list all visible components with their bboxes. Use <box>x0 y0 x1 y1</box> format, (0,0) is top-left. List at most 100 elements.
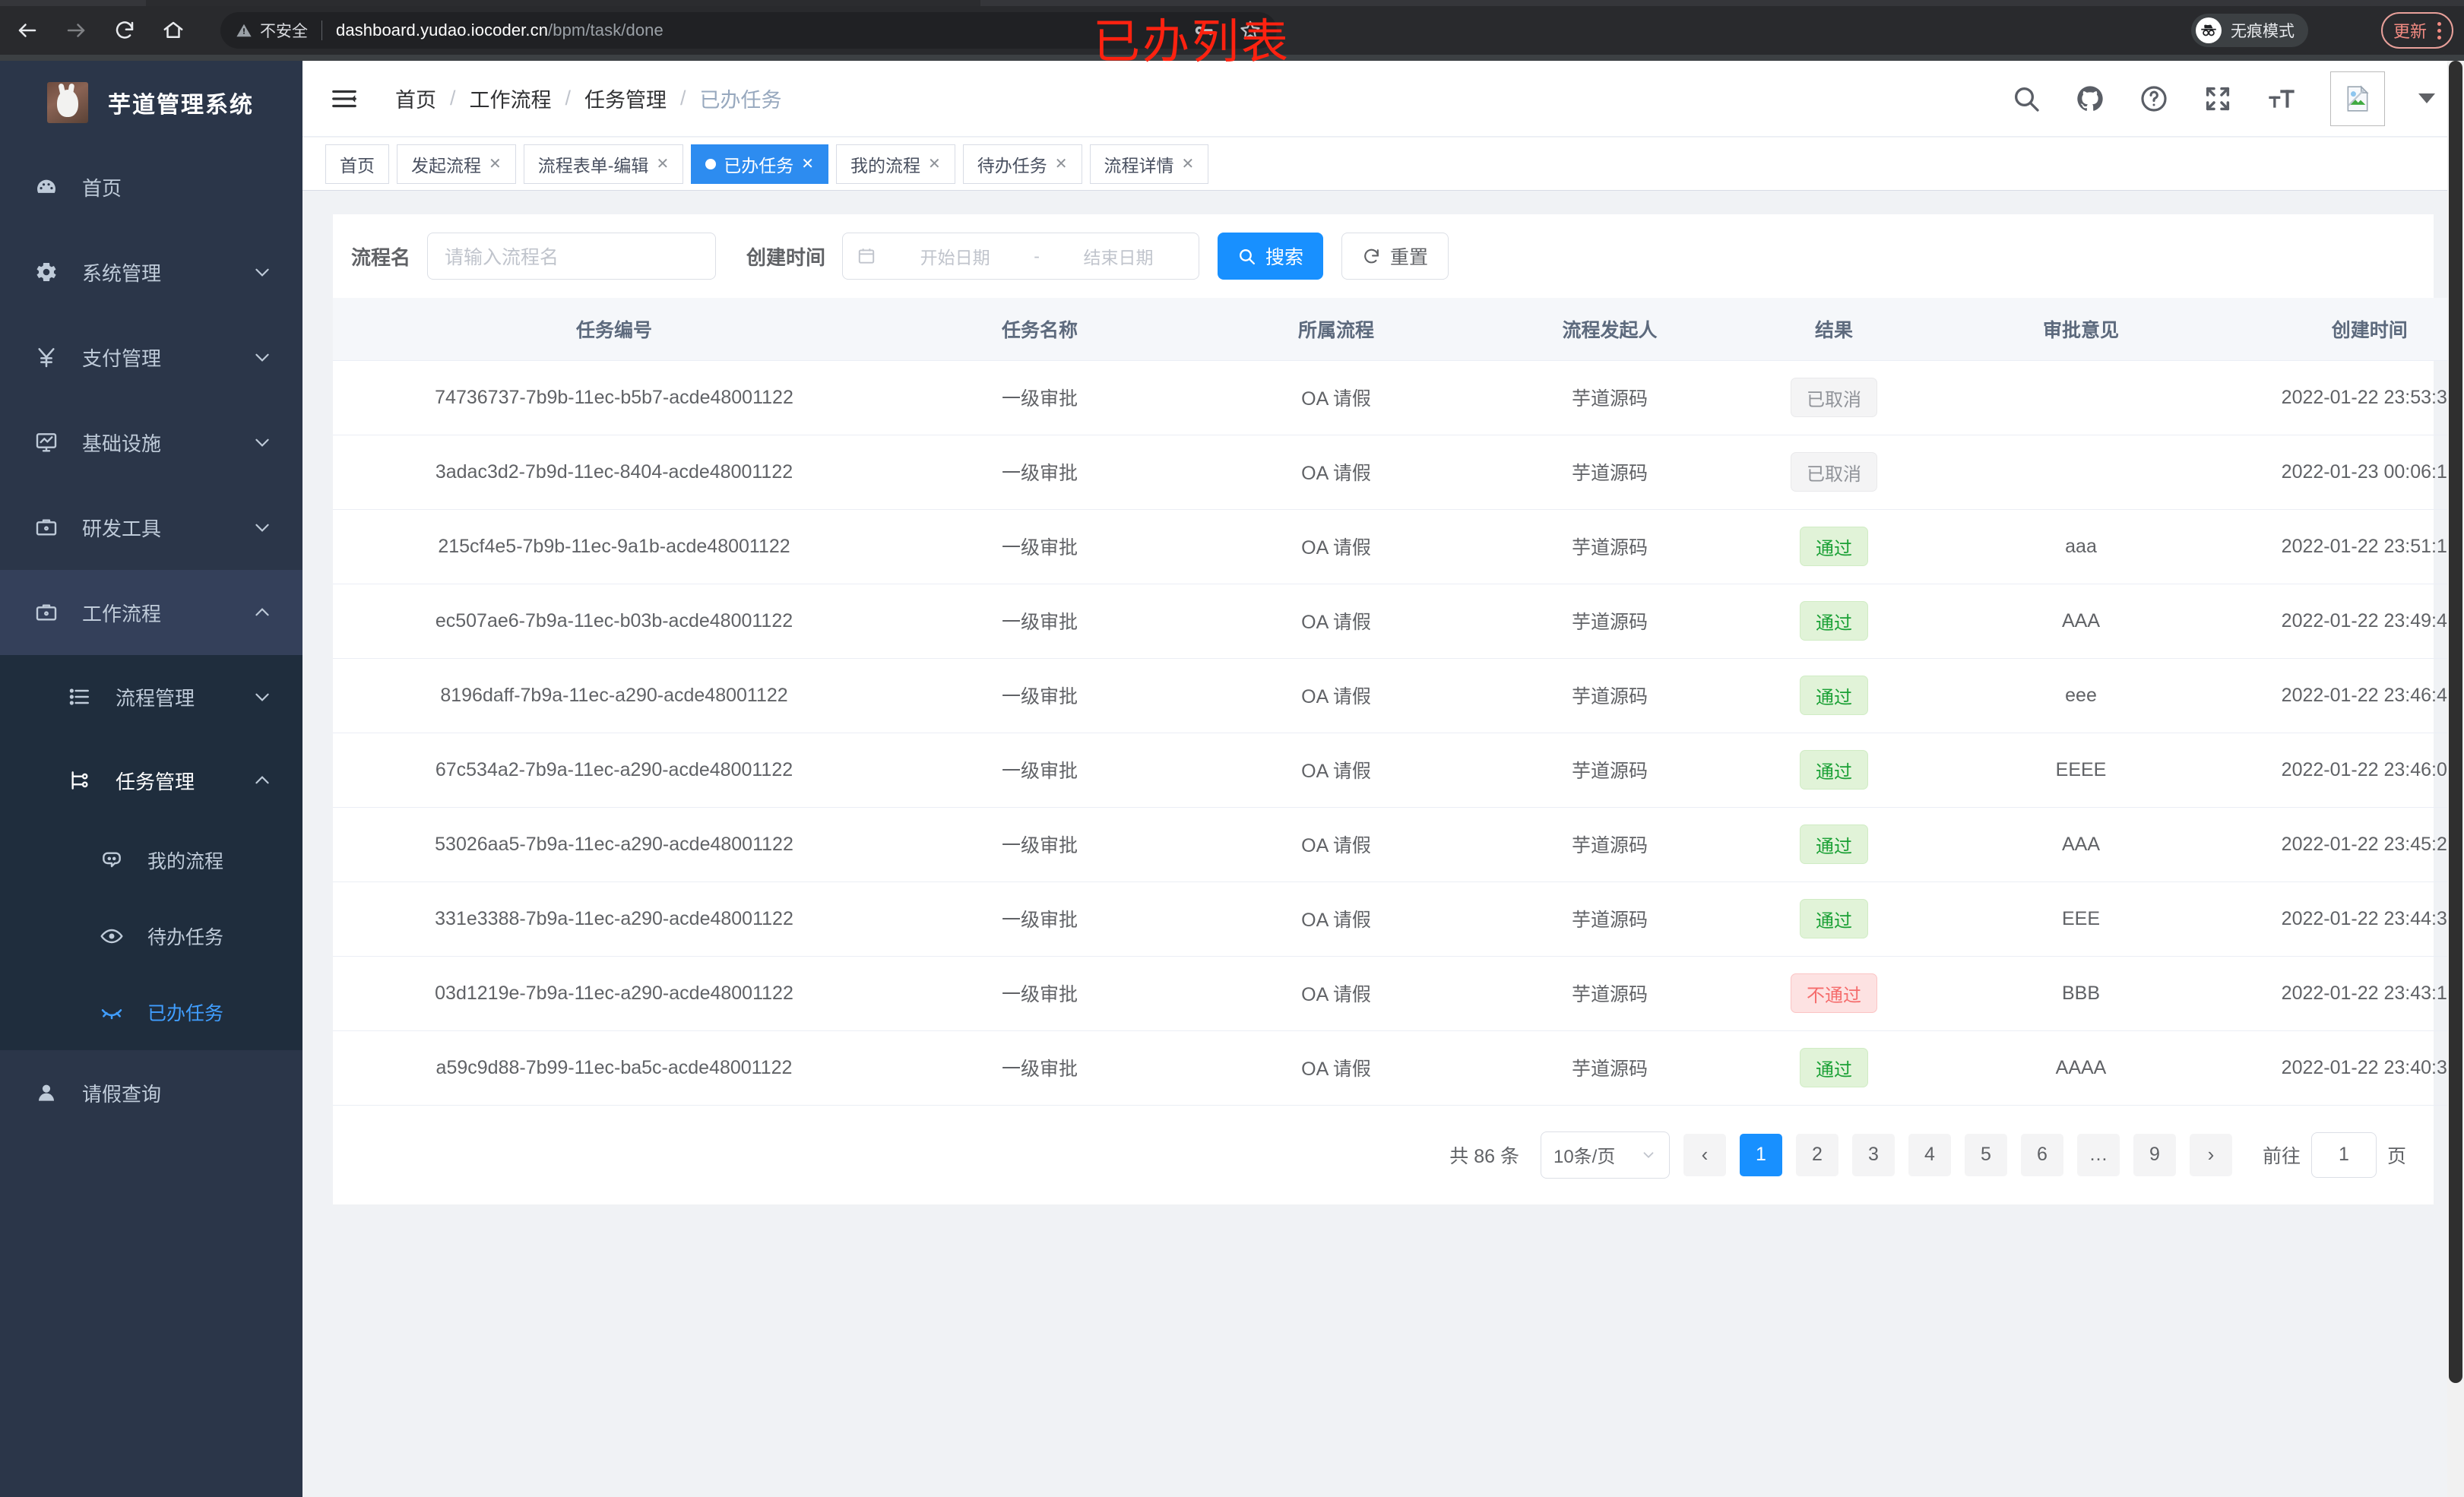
cell-starter: 芋道源码 <box>1488 509 1731 584</box>
reload-button[interactable] <box>103 9 146 52</box>
forward-button[interactable] <box>55 9 97 52</box>
chrome-menu-icon[interactable] <box>2437 21 2441 40</box>
cell-process: OA 请假 <box>1184 807 1488 882</box>
page-button-4[interactable]: 4 <box>1908 1133 1951 1176</box>
bookmark-star-icon[interactable] <box>1239 19 1262 42</box>
sidebar-item-todo-task[interactable]: 待办任务 <box>0 898 302 974</box>
pagination: 共 86 条 10条/页 ‹ 1 2 3 4 5 6 … 9 › <box>333 1106 2434 1204</box>
sidebar-item-process-manage[interactable]: 流程管理 <box>0 655 302 739</box>
page-button-1[interactable]: 1 <box>1739 1133 1782 1176</box>
page-scrollbar[interactable] <box>2447 61 2464 1497</box>
page-ellipsis[interactable]: … <box>2076 1133 2120 1176</box>
address-bar[interactable]: 不安全 dashboard.yudao.iocoder.cn/bpm/task/… <box>220 12 1277 49</box>
sidebar-item-done-task[interactable]: 已办任务 <box>0 974 302 1050</box>
page-size-value: 10条/页 <box>1553 1147 1616 1167</box>
cell-result: 不通过 <box>1731 956 1937 1031</box>
page-button-9[interactable]: 9 <box>2133 1133 2176 1176</box>
status-badge: 通过 <box>1800 899 1868 938</box>
github-icon[interactable] <box>2075 84 2105 114</box>
font-size-icon[interactable] <box>2266 84 2297 114</box>
chevron-down-icon[interactable] <box>2418 93 2435 103</box>
page-button-6[interactable]: 6 <box>2020 1133 2063 1176</box>
page-size-select[interactable]: 10条/页 <box>1540 1131 1670 1179</box>
tab-done-task[interactable]: 已办任务 ✕ <box>691 144 828 184</box>
hamburger-icon[interactable] <box>330 84 359 113</box>
help-icon[interactable] <box>2139 84 2169 114</box>
cell-task-id: 3adac3d2-7b9d-11ec-8404-acde48001122 <box>333 435 895 510</box>
search-button[interactable]: 搜索 <box>1218 233 1324 280</box>
tab-process-form-edit[interactable]: 流程表单-编辑 ✕ <box>523 144 684 184</box>
sidebar-item-task-manage[interactable]: 任务管理 <box>0 739 302 822</box>
reset-button[interactable]: 重置 <box>1341 233 1449 280</box>
key-icon[interactable] <box>1192 19 1215 42</box>
close-icon[interactable]: ✕ <box>656 156 670 172</box>
sidebar-item-infrastructure[interactable]: 基础设施 <box>0 400 302 485</box>
briefcase-icon <box>27 600 65 625</box>
page-button-2[interactable]: 2 <box>1795 1133 1838 1176</box>
tasks-table: 任务编号 任务名称 所属流程 流程发起人 结果 审批意见 创建时间 操作 747… <box>333 298 2464 1106</box>
cell-result: 通过 <box>1731 1030 1937 1106</box>
sidebar-item-devtools[interactable]: 研发工具 <box>0 485 302 570</box>
cell-task-id: 67c534a2-7b9a-11ec-a290-acde48001122 <box>333 733 895 808</box>
home-button[interactable] <box>152 9 195 52</box>
incognito-chip[interactable]: 无痕模式 <box>2191 14 2308 47</box>
tab-start-process[interactable]: 发起流程 ✕ <box>397 144 516 184</box>
breadcrumb-separator: / <box>450 87 456 109</box>
close-icon[interactable]: ✕ <box>927 156 941 172</box>
column-header-result: 结果 <box>1731 298 1937 361</box>
sidebar-item-my-process[interactable]: 我的流程 <box>0 822 302 898</box>
security-indicator[interactable]: 不安全 <box>236 19 308 42</box>
sidebar-item-workflow[interactable]: 工作流程 <box>0 570 302 655</box>
cell-comment: AAA <box>1937 807 2225 882</box>
scrollbar-thumb[interactable] <box>2449 61 2462 1383</box>
create-time-range-picker[interactable]: 开始日期 - 结束日期 <box>842 233 1200 280</box>
range-separator: - <box>1034 245 1040 266</box>
sidebar-item-label: 基础设施 <box>82 432 162 455</box>
cell-task-id: 53026aa5-7b9a-11ec-a290-acde48001122 <box>333 807 895 882</box>
chevron-down-icon <box>252 347 272 367</box>
cell-process: OA 请假 <box>1184 881 1488 957</box>
cell-task-id: a59c9d88-7b99-11ec-ba5c-acde48001122 <box>333 1030 895 1106</box>
process-name-input[interactable]: 请输入流程名 <box>427 233 717 280</box>
search-icon[interactable] <box>2011 84 2041 114</box>
cell-starter: 芋道源码 <box>1488 658 1731 733</box>
status-badge: 通过 <box>1800 1048 1868 1087</box>
tab-process-detail[interactable]: 流程详情 ✕ <box>1089 144 1209 184</box>
browser-chrome: 不安全 dashboard.yudao.iocoder.cn/bpm/task/… <box>0 0 2464 61</box>
sidebar-item-leave-query[interactable]: 请假查询 <box>0 1050 302 1135</box>
table-row: 74736737-7b9b-11ec-b5b7-acde48001122 一级审批… <box>333 360 2464 435</box>
fullscreen-icon[interactable] <box>2203 84 2233 114</box>
cell-task-id: ec507ae6-7b9a-11ec-b03b-acde48001122 <box>333 584 895 659</box>
sidebar-item-payment[interactable]: 支付管理 <box>0 315 302 400</box>
prev-page-button[interactable]: ‹ <box>1683 1133 1726 1176</box>
status-badge: 通过 <box>1800 824 1868 864</box>
close-icon[interactable]: ✕ <box>1181 156 1195 172</box>
close-icon[interactable]: ✕ <box>489 156 502 172</box>
cell-process: OA 请假 <box>1184 1030 1488 1106</box>
page-button-5[interactable]: 5 <box>1964 1133 2007 1176</box>
tab-label: 待办任务 <box>977 155 1047 176</box>
breadcrumb-item-2[interactable]: 任务管理 <box>584 89 667 112</box>
goto-page-input[interactable]: 1 <box>2310 1131 2377 1178</box>
tab-home[interactable]: 首页 <box>325 144 389 184</box>
tab-my-process[interactable]: 我的流程 ✕ <box>835 144 955 184</box>
active-dot-icon <box>705 158 717 169</box>
brand[interactable]: 芋道管理系统 <box>0 61 302 144</box>
close-icon[interactable]: ✕ <box>1054 156 1068 172</box>
cell-comment: eee <box>1937 658 2225 733</box>
tab-todo-task[interactable]: 待办任务 ✕ <box>962 144 1082 184</box>
incognito-icon <box>2196 17 2222 43</box>
cell-process: OA 请假 <box>1184 658 1488 733</box>
next-page-button[interactable]: › <box>2189 1133 2232 1176</box>
breadcrumb-item-1[interactable]: 工作流程 <box>469 89 552 112</box>
sidebar-item-home[interactable]: 首页 <box>0 144 302 229</box>
column-header-starter: 流程发起人 <box>1488 298 1731 361</box>
back-button[interactable] <box>6 9 49 52</box>
breadcrumb-item-0[interactable]: 首页 <box>395 89 436 112</box>
page-button-3[interactable]: 3 <box>1851 1133 1895 1176</box>
sidebar-item-label: 已办任务 <box>147 1003 224 1024</box>
close-icon[interactable]: ✕ <box>801 156 814 172</box>
sidebar-item-system[interactable]: 系统管理 <box>0 229 302 315</box>
update-chip[interactable]: 更新 <box>2380 12 2453 49</box>
avatar[interactable] <box>2330 71 2385 126</box>
